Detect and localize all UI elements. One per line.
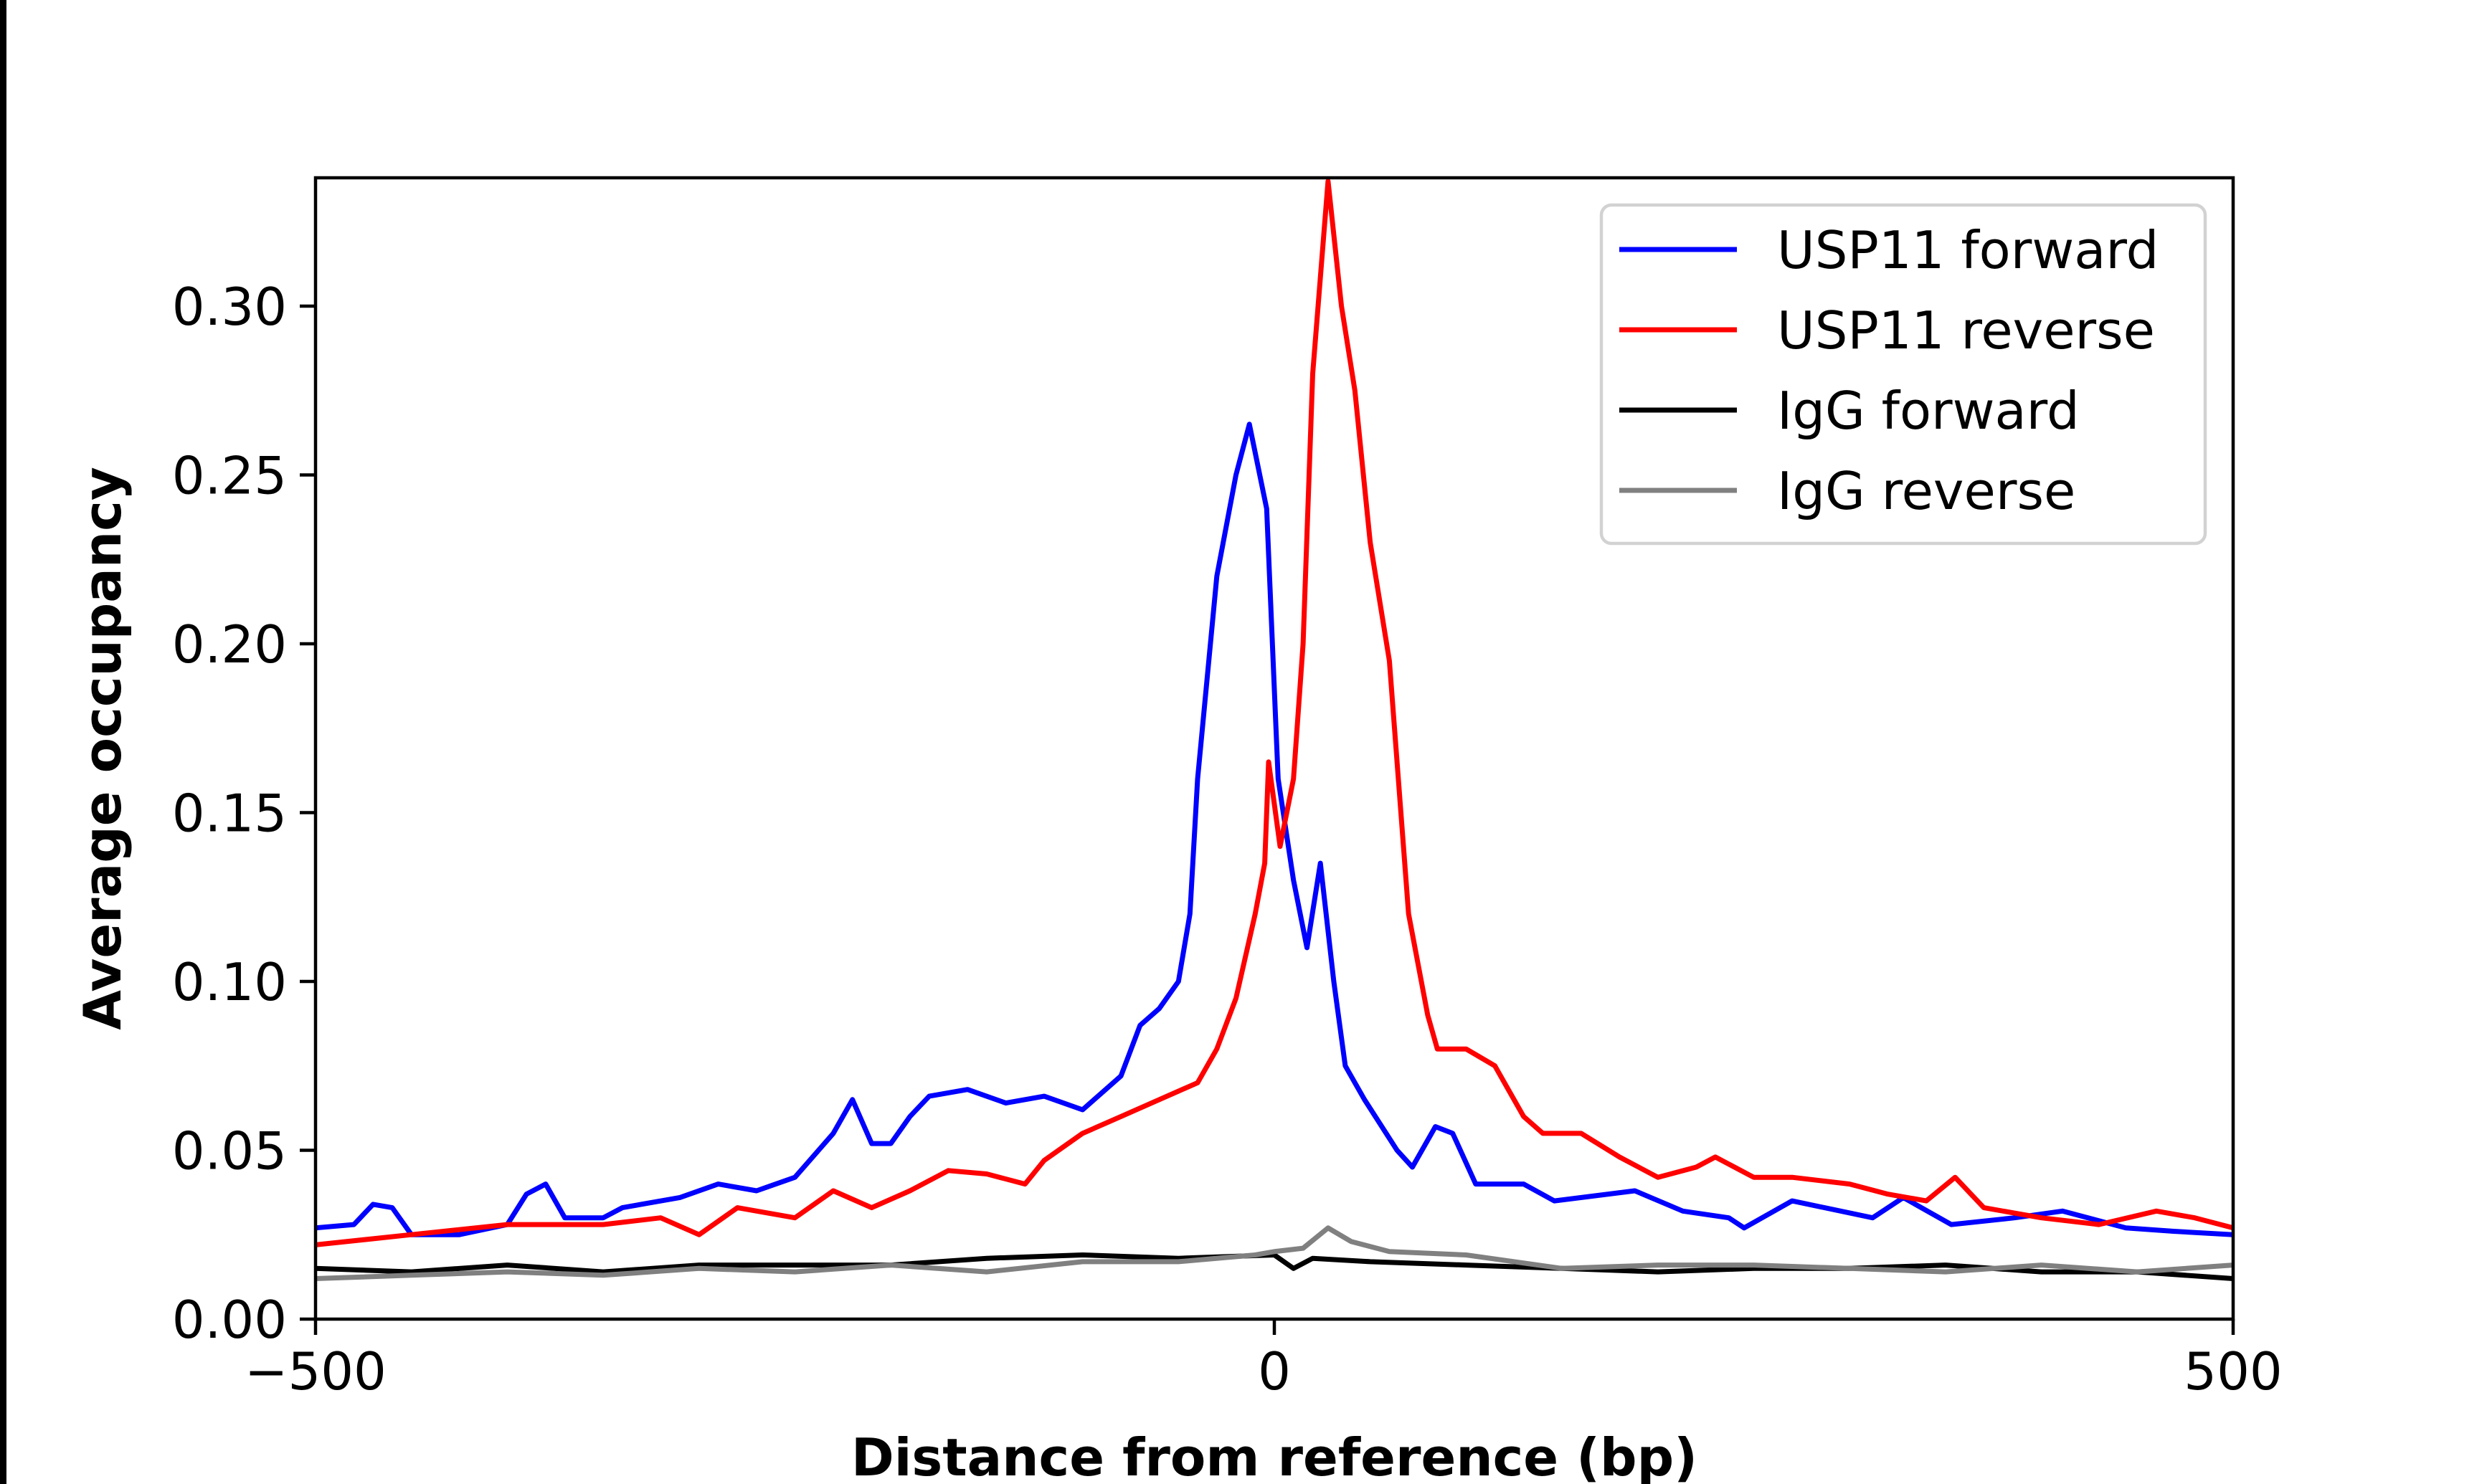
y-tick-label: 0.05 (172, 1121, 287, 1181)
y-axis-label: Average occupancy (72, 467, 133, 1030)
legend: USP11 forward USP11 reverse IgG forward IgG… (1599, 203, 2207, 546)
y-tick-label: 0.10 (172, 952, 287, 1012)
x-tick-label: 0 (1258, 1341, 1291, 1402)
legend-box (1599, 203, 2207, 546)
legend-label: USP11 reverse (1777, 300, 2155, 361)
legend-label: IgG reverse (1777, 461, 2075, 521)
y-tick-label: 0.15 (172, 783, 287, 843)
legend-label: USP11 forward (1777, 220, 2159, 280)
legend-label: IgG forward (1777, 381, 2080, 441)
x-tick-label: −500 (245, 1341, 387, 1402)
y-tick-label: 0.30 (172, 277, 287, 337)
plot-area (316, 179, 2233, 1281)
y-tick-label: 0.20 (172, 614, 287, 675)
series-line-usp11-forward (316, 422, 2233, 1237)
y-tick-label: 0.00 (172, 1290, 287, 1350)
axes: −500 0 500 0.00 0.05 0.10 0.15 0.20 0.25 0.30 (172, 176, 2283, 1402)
x-axis-label: Distance from reference (bp) (851, 1427, 1697, 1484)
series-line-igg-reverse (316, 1225, 2233, 1281)
y-tick-label: 0.25 (172, 445, 287, 505)
series-line-usp11-reverse (316, 179, 2233, 1247)
x-tick-label: 500 (2184, 1341, 2282, 1402)
left-border-bar (0, 0, 6, 1484)
